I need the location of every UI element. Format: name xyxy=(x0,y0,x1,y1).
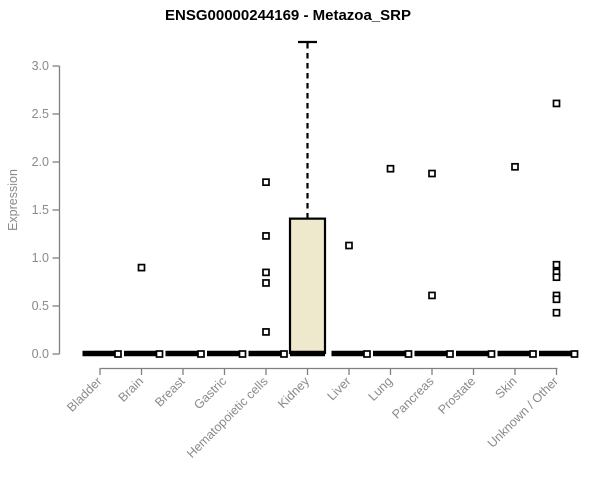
x-tick-label: Pancreas xyxy=(389,374,436,421)
outlier-point xyxy=(487,350,496,358)
outlier-point xyxy=(262,279,270,287)
x-tick-label: Prostate xyxy=(435,374,478,417)
outlier-point xyxy=(428,291,436,300)
outlier-point xyxy=(363,350,371,358)
median-bar xyxy=(207,350,242,357)
y-axis-title: Expression xyxy=(6,169,20,231)
outlier-point xyxy=(262,268,270,277)
outlier-point xyxy=(552,295,561,304)
y-tick-label: 3.0 xyxy=(32,59,49,73)
outlier-point xyxy=(114,350,122,358)
x-tick-label: Hematopoietic cells xyxy=(184,374,271,461)
x-tick-label: Kidney xyxy=(275,374,312,411)
chart-layer: 0.0 0.5 1.0 1.5 2.0 2.5 3.0 Bladder Brain Breast G… xyxy=(32,40,579,461)
outlier-point xyxy=(552,308,561,317)
x-tick-label: Brain xyxy=(116,374,147,405)
median-bar xyxy=(456,350,491,357)
x-tick-label: Unknown / Other xyxy=(485,374,561,450)
median-bar xyxy=(414,350,450,357)
outlier-point xyxy=(238,350,247,358)
x-tick-label: Skin xyxy=(493,374,520,401)
outlier-point xyxy=(345,241,353,250)
outlier-point xyxy=(404,350,413,358)
outlier-point xyxy=(280,350,288,358)
outlier-point xyxy=(552,99,561,108)
median-bar xyxy=(373,350,408,357)
outlier-point xyxy=(446,350,454,358)
outlier-point xyxy=(137,263,146,272)
outlier-point xyxy=(155,350,164,358)
y-tick-label: 2.0 xyxy=(32,155,49,169)
outlier-point xyxy=(262,178,270,187)
outlier-point xyxy=(529,350,537,358)
median-bar xyxy=(497,350,533,357)
outlier-point xyxy=(262,328,270,336)
y-tick-label: 0.5 xyxy=(32,299,49,313)
x-tick-label: Liver xyxy=(325,374,354,403)
outlier-point xyxy=(386,164,395,173)
outlier-point xyxy=(511,162,519,171)
y-tick-label: 1.5 xyxy=(32,203,49,217)
median-bar xyxy=(124,350,159,357)
y-tick-label: 1.0 xyxy=(32,251,49,265)
median-bar xyxy=(82,350,118,357)
y-tick-label: 2.5 xyxy=(32,107,49,121)
x-tick-label: Lung xyxy=(366,374,396,404)
outlier-point xyxy=(262,232,270,240)
y-tick-label: 0.0 xyxy=(32,347,49,361)
median-bar xyxy=(539,350,574,357)
outlier-point xyxy=(570,350,579,358)
chart-title: ENSG00000244169 - Metazoa_SRP xyxy=(165,7,411,24)
median-bar xyxy=(165,350,201,357)
median-bar xyxy=(331,350,367,357)
outlier-point xyxy=(552,273,561,282)
outlier-point xyxy=(197,350,205,358)
x-tick-label: Gastric xyxy=(191,374,229,412)
outlier-point xyxy=(552,260,561,269)
median-bar xyxy=(290,350,325,357)
x-tick-label: Breast xyxy=(152,374,188,410)
x-tick-label: Bladder xyxy=(64,374,104,414)
median-bar xyxy=(248,350,284,357)
box-kidney xyxy=(288,217,327,355)
outlier-point xyxy=(428,169,436,178)
